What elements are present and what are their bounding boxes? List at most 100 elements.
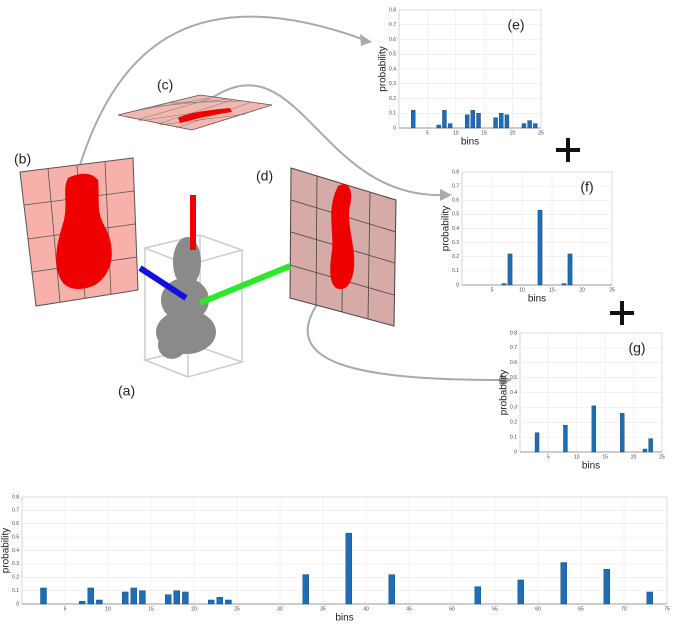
bar xyxy=(534,432,540,453)
bar xyxy=(130,587,138,605)
y-tick-label: 0.8 xyxy=(452,169,459,175)
bar xyxy=(561,283,567,286)
y-axis-label: probability xyxy=(1,528,12,574)
axes-3d xyxy=(138,195,292,306)
projection xyxy=(330,184,355,290)
y-tick-label: 0.1 xyxy=(12,588,19,594)
bar xyxy=(139,590,146,605)
bar xyxy=(517,579,525,605)
x-tick-label: 15 xyxy=(481,130,487,136)
x-tick-label: 55 xyxy=(492,606,498,612)
bar xyxy=(474,586,482,605)
projection xyxy=(178,108,232,123)
arrowheads xyxy=(360,34,512,386)
bar xyxy=(648,438,653,453)
chart-label: (f) xyxy=(580,179,593,195)
bar xyxy=(476,113,481,129)
y-tick-label: 0.5 xyxy=(452,212,459,218)
bar xyxy=(464,114,470,129)
bar xyxy=(527,120,532,129)
chart-label: (e) xyxy=(507,17,524,33)
bar xyxy=(493,117,498,129)
charts: 0 0.1 0.2 0.3 0.4 0.5 0.6 0.7 0.8 5 10 15 20 25 bins pr… xyxy=(1,7,670,623)
bar xyxy=(642,448,648,453)
y-tick-label: 0.1 xyxy=(452,268,459,274)
bar xyxy=(560,562,568,605)
x-tick-label: 20 xyxy=(191,606,197,612)
bar xyxy=(78,601,86,605)
y-tick-label: 0.6 xyxy=(452,198,459,204)
x-tick-label: 20 xyxy=(510,130,516,136)
bar xyxy=(164,594,172,605)
y-tick-label: 0.7 xyxy=(510,345,517,351)
bar xyxy=(302,574,310,605)
bar xyxy=(603,569,611,605)
y-tick-label: 0.2 xyxy=(12,575,19,581)
y-tick-label: 0.3 xyxy=(12,561,19,567)
arrow xyxy=(306,299,506,381)
x-axis-label: bins xyxy=(582,461,600,472)
bar xyxy=(173,590,181,605)
x-axis-label: bins xyxy=(335,613,353,624)
bar xyxy=(442,110,447,129)
x-tick-label: 10 xyxy=(105,606,111,612)
y-tick-label: 0.3 xyxy=(452,240,459,246)
x-axis-label: bins xyxy=(528,294,546,305)
bar xyxy=(345,532,353,605)
y-tick-label: 0 xyxy=(393,125,396,131)
y-tick-label: 0.7 xyxy=(452,183,459,189)
x-tick-label: 35 xyxy=(320,606,326,612)
x-tick-label: 5 xyxy=(491,287,494,293)
x-tick-label: 25 xyxy=(609,287,615,293)
bar xyxy=(225,599,232,605)
bar xyxy=(470,110,476,129)
x-tick-label: 10 xyxy=(453,130,459,136)
bar xyxy=(121,591,129,605)
y-tick-label: 0.7 xyxy=(12,508,19,514)
arrowhead xyxy=(440,189,452,201)
x-axis-label: bins xyxy=(461,137,479,148)
arrowhead xyxy=(360,34,372,46)
y-tick-label: 0.4 xyxy=(389,66,396,72)
bar xyxy=(40,587,47,605)
y-tick-label: 0.6 xyxy=(389,37,396,43)
bar xyxy=(182,591,189,605)
y-tick-label: 0.1 xyxy=(389,111,396,117)
x-tick-label: 40 xyxy=(363,606,369,612)
bar xyxy=(563,425,568,453)
plus-signs xyxy=(556,138,634,325)
y-tick-label: 0.5 xyxy=(389,52,396,58)
x-tick-label: 75 xyxy=(664,606,670,612)
x-tick-label: 30 xyxy=(277,606,283,612)
y-tick-label: 0 xyxy=(514,449,517,455)
axis-y xyxy=(198,263,292,306)
bar xyxy=(216,597,224,605)
panel-label: (c) xyxy=(157,77,173,93)
panel-label: (b) xyxy=(14,151,31,167)
arrow xyxy=(79,15,366,166)
plane-c xyxy=(117,94,273,131)
bar xyxy=(567,253,573,286)
bar xyxy=(436,124,441,129)
bar xyxy=(504,114,510,129)
y-axis-label: probability xyxy=(441,206,452,252)
x-tick-label: 65 xyxy=(578,606,584,612)
bar xyxy=(447,123,453,129)
bar xyxy=(501,283,507,286)
x-tick-label: 10 xyxy=(574,454,580,460)
projection xyxy=(56,173,112,290)
y-tick-label: 0.8 xyxy=(510,330,517,336)
y-tick-label: 0.6 xyxy=(510,360,517,366)
x-tick-label: 10 xyxy=(519,287,525,293)
bar xyxy=(537,209,543,286)
y-tick-label: 0 xyxy=(16,601,19,607)
chart-label: (g) xyxy=(628,340,645,356)
axis-x xyxy=(138,265,188,301)
bar xyxy=(388,574,396,605)
bar xyxy=(207,599,215,605)
plane-b xyxy=(19,157,139,307)
x-tick-label: 5 xyxy=(547,454,550,460)
x-tick-label: 70 xyxy=(621,606,627,612)
x-tick-label: 20 xyxy=(579,287,585,293)
